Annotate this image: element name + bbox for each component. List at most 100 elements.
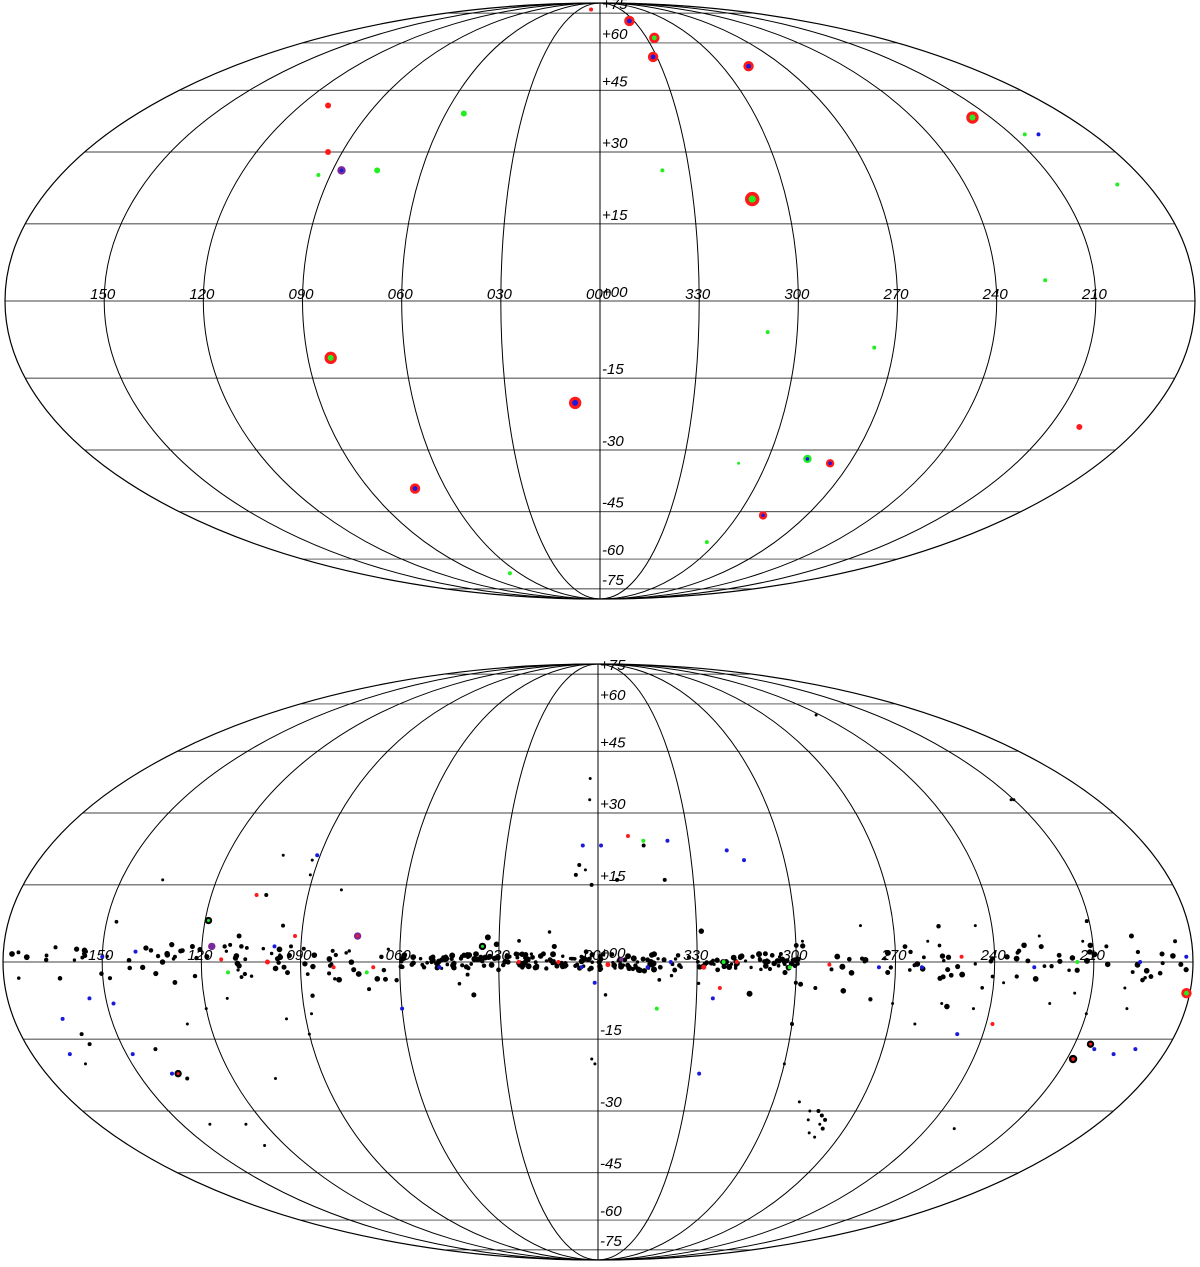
source-point — [293, 934, 298, 939]
source-point — [445, 962, 450, 967]
source-point — [479, 958, 483, 963]
source-point — [668, 960, 673, 964]
source-point — [474, 957, 480, 963]
source-point — [765, 958, 769, 962]
source-point — [83, 1062, 87, 1066]
source-point — [482, 954, 489, 961]
source-point — [818, 1122, 822, 1126]
source-point — [572, 956, 577, 961]
source-point — [611, 960, 615, 965]
source-point — [921, 955, 926, 960]
source-point — [516, 960, 521, 964]
allsky-map-bottom: 150120090060030000330300270240210+75+60+… — [2, 657, 1194, 1261]
source-point — [980, 985, 985, 990]
source-point — [79, 1032, 84, 1037]
source-point — [130, 1052, 135, 1057]
source-point — [264, 959, 270, 965]
source-point — [420, 962, 425, 967]
source-point — [169, 942, 175, 948]
source-point — [971, 1007, 975, 1011]
source-point — [418, 956, 423, 961]
source-point — [281, 964, 287, 970]
source-point — [73, 946, 80, 952]
source-point — [513, 951, 518, 957]
grid-meridian — [599, 2, 1097, 600]
source-point — [603, 993, 608, 997]
source-point — [580, 843, 585, 848]
source-point — [486, 953, 493, 960]
source-point — [583, 949, 589, 955]
source-point — [654, 1006, 659, 1011]
source-point — [937, 943, 942, 948]
source-point — [44, 953, 49, 958]
grid-meridian — [597, 663, 896, 1261]
source-point — [164, 952, 171, 958]
source-point — [537, 953, 544, 959]
source-point — [793, 980, 798, 985]
source-point — [189, 944, 195, 950]
source-point — [813, 1135, 817, 1139]
source-point — [484, 934, 491, 941]
source-point — [588, 798, 592, 802]
source-point — [310, 858, 314, 862]
source-point — [333, 952, 338, 958]
source-point — [1089, 1042, 1093, 1046]
source-point — [57, 976, 63, 981]
grid-meridian — [300, 663, 599, 1261]
source-point — [762, 963, 769, 969]
source-point — [738, 953, 745, 959]
source-point — [593, 1062, 597, 1066]
source-point — [1143, 967, 1150, 974]
source-point — [1159, 951, 1165, 957]
source-point — [919, 965, 924, 970]
source-point — [244, 1122, 248, 1126]
source-point — [715, 967, 721, 973]
source-point — [401, 952, 408, 958]
source-point — [789, 1021, 794, 1026]
source-point — [635, 960, 640, 964]
source-point — [944, 1003, 950, 1010]
source-point — [228, 942, 233, 947]
source-point — [1075, 960, 1080, 964]
source-point — [310, 1012, 314, 1016]
source-point — [529, 952, 533, 956]
source-point — [807, 1131, 811, 1135]
source-point — [1073, 991, 1077, 995]
source-point — [746, 990, 753, 997]
source-point — [179, 948, 185, 953]
source-point — [374, 976, 381, 982]
source-point — [458, 956, 464, 961]
source-point — [883, 957, 887, 961]
source-point — [746, 63, 751, 69]
source-point — [625, 953, 631, 960]
source-point — [859, 956, 865, 961]
source-point — [276, 946, 283, 953]
source-point — [601, 952, 606, 957]
x-tick-label: 120 — [189, 286, 215, 303]
source-point — [1091, 951, 1098, 958]
source-point — [800, 943, 806, 949]
source-point — [278, 953, 282, 957]
source-point — [1076, 423, 1083, 430]
source-point — [782, 1062, 786, 1066]
source-point — [615, 877, 620, 882]
source-point — [344, 951, 348, 955]
source-point — [641, 838, 646, 843]
source-point — [641, 956, 646, 962]
source-point — [172, 954, 177, 959]
source-point — [679, 965, 683, 970]
source-point — [72, 958, 77, 962]
source-point — [1048, 1001, 1052, 1005]
source-point — [589, 952, 595, 958]
source-point — [87, 996, 92, 1001]
source-point — [1069, 955, 1076, 961]
y-tick-label: -45 — [602, 495, 624, 512]
source-point — [161, 878, 165, 882]
source-point — [394, 978, 399, 983]
source-point — [281, 923, 286, 928]
source-point — [573, 872, 578, 877]
source-point — [1067, 968, 1071, 972]
source-point — [651, 35, 657, 41]
source-point — [696, 964, 702, 969]
source-point — [1115, 182, 1120, 187]
